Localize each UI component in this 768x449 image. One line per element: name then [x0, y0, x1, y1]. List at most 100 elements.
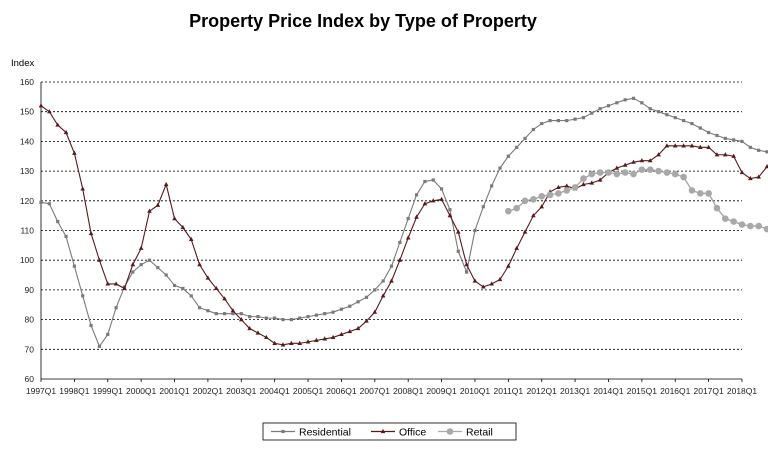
data-point-residential [206, 309, 210, 313]
y-tick-label: 130 [20, 166, 34, 176]
y-tick-label: 150 [20, 107, 34, 117]
data-point-residential [640, 101, 644, 105]
x-tick-label: 1999Q1 [93, 386, 124, 396]
data-point-office [105, 281, 111, 286]
data-point-office [506, 263, 511, 268]
data-point-office [272, 340, 277, 345]
x-axis-ticks: 1997Q1 1998Q1 1999Q1 2000Q1 2001Q1 2002Q1 2003… [26, 379, 757, 396]
data-point-office [764, 164, 768, 169]
data-point-residential [147, 258, 152, 262]
data-point-office [647, 158, 653, 163]
data-point-residential [281, 318, 285, 322]
data-point-office [55, 122, 60, 127]
data-point-office [130, 262, 136, 267]
data-point-office [380, 293, 386, 298]
data-point-office [38, 103, 44, 108]
data-point-residential [456, 249, 460, 253]
data-point-retail [546, 191, 554, 199]
x-tick-label: 2011Q1 [494, 386, 524, 396]
data-point-office [347, 328, 353, 334]
data-point-retail [696, 190, 704, 197]
data-point-residential [398, 240, 402, 244]
data-point-residential [515, 145, 519, 149]
data-point-retail [738, 221, 746, 228]
data-point-retail [555, 190, 562, 197]
data-point-office [597, 177, 603, 182]
data-point-office [389, 278, 394, 283]
data-point-office [656, 152, 661, 157]
data-point-retail [613, 170, 621, 178]
data-point-residential [256, 315, 260, 319]
data-point-residential [431, 178, 435, 182]
x-tick-label: 2003Q1 [226, 386, 257, 396]
data-point-residential [106, 332, 110, 337]
y-tick-label: 80 [25, 315, 35, 325]
data-point-retail [680, 173, 687, 181]
data-point-office [756, 174, 761, 179]
data-point-residential [690, 121, 694, 126]
data-point-residential [623, 98, 627, 102]
data-point-residential [548, 119, 552, 123]
data-point-retail [505, 207, 512, 215]
data-point-office [205, 275, 211, 280]
data-point-office [213, 285, 219, 291]
data-point-office [155, 202, 161, 207]
legend-item-retail: Retail [438, 427, 493, 439]
data-point-residential [631, 96, 636, 100]
data-point-residential [373, 288, 377, 292]
legend-label: Retail [466, 427, 493, 439]
data-point-office [455, 229, 461, 234]
data-point-residential [164, 273, 168, 277]
data-point-retail [705, 190, 712, 197]
data-point-retail [722, 215, 729, 222]
data-point-retail [655, 167, 662, 175]
data-point-retail [596, 169, 604, 176]
data-point-office [364, 318, 369, 323]
data-point-residential [648, 107, 652, 111]
data-point-office [264, 334, 269, 340]
data-point-residential [473, 228, 477, 233]
data-point-residential [364, 295, 369, 299]
data-point-office [631, 159, 636, 164]
x-tick-label: 1997Q1 [26, 386, 57, 396]
data-point-residential [523, 136, 527, 141]
data-point-residential [414, 193, 419, 197]
data-point-residential [715, 133, 719, 138]
data-point-office [681, 143, 686, 148]
series-residential [39, 96, 768, 348]
series-office [38, 103, 768, 347]
data-point-office [414, 214, 419, 219]
data-point-residential [707, 130, 711, 135]
data-point-office [280, 342, 286, 347]
data-point-retail [605, 169, 612, 176]
data-point-office [80, 186, 86, 191]
data-point-residential [181, 286, 185, 291]
x-tick-label: 2016Q1 [660, 386, 691, 396]
data-point-office [689, 143, 695, 148]
data-point-residential [189, 294, 193, 298]
data-point-office [748, 175, 753, 181]
y-axis-label: Index [11, 58, 34, 69]
data-point-office [622, 162, 628, 167]
data-point-office [589, 180, 595, 185]
data-point-office [305, 339, 311, 344]
chart-title: Property Price Index by Type of Property [189, 11, 537, 31]
data-point-office [238, 317, 244, 322]
data-point-office [163, 181, 169, 187]
data-point-residential [389, 264, 394, 268]
data-point-office [339, 331, 344, 337]
data-point-residential [581, 116, 586, 120]
data-point-office [297, 340, 303, 345]
legend-label: Residential [299, 427, 351, 439]
data-point-residential [172, 283, 177, 288]
data-point-residential [590, 111, 594, 115]
data-point-office [447, 213, 453, 218]
legend-item-office: Office [371, 427, 426, 439]
x-tick-label: 2006Q1 [326, 386, 357, 396]
data-point-residential [556, 119, 561, 123]
data-point-residential [423, 179, 427, 184]
data-point-office [147, 208, 152, 213]
data-point-office [247, 325, 252, 331]
data-point-retail [588, 170, 596, 178]
data-point-residential [306, 315, 310, 319]
